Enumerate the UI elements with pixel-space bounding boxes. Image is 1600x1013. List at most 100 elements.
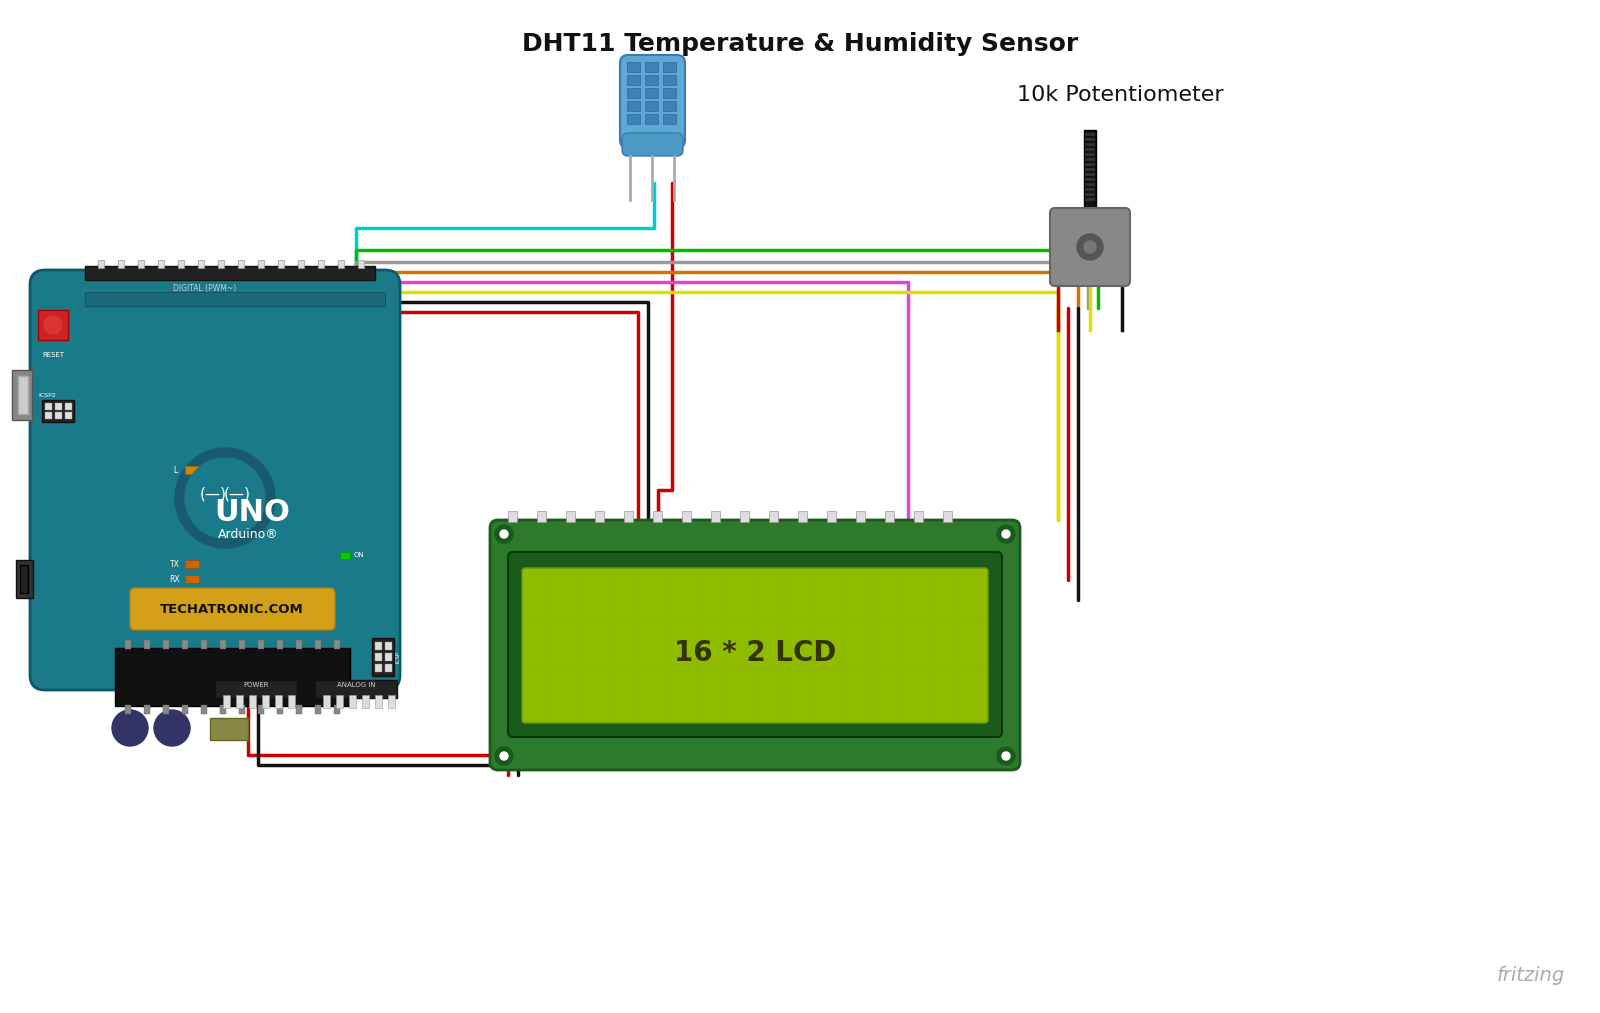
- FancyBboxPatch shape: [509, 552, 1002, 737]
- Bar: [222, 695, 230, 708]
- Bar: [1085, 138, 1094, 141]
- Bar: [387, 695, 395, 708]
- Text: DIGITAL (PWM~): DIGITAL (PWM~): [173, 284, 237, 293]
- Bar: [645, 101, 658, 111]
- Text: TECHATRONIC.COM: TECHATRONIC.COM: [160, 603, 304, 616]
- Bar: [627, 88, 640, 98]
- Bar: [210, 718, 248, 741]
- Bar: [627, 101, 640, 111]
- Bar: [1085, 148, 1094, 151]
- Bar: [739, 511, 749, 522]
- Bar: [238, 260, 243, 268]
- Bar: [158, 260, 165, 268]
- Bar: [682, 511, 691, 522]
- FancyBboxPatch shape: [1050, 208, 1130, 286]
- Bar: [645, 75, 658, 85]
- Bar: [118, 260, 125, 268]
- Bar: [338, 260, 344, 268]
- Bar: [1085, 173, 1094, 176]
- Bar: [386, 653, 392, 661]
- Bar: [178, 260, 184, 268]
- Bar: [221, 640, 226, 649]
- FancyBboxPatch shape: [622, 133, 683, 156]
- Bar: [856, 511, 866, 522]
- Circle shape: [1085, 241, 1096, 253]
- Text: RESET: RESET: [42, 352, 64, 358]
- Bar: [362, 695, 370, 708]
- Bar: [334, 705, 339, 714]
- Bar: [186, 575, 198, 583]
- Bar: [1085, 153, 1094, 156]
- Bar: [144, 640, 150, 649]
- Bar: [1085, 193, 1094, 196]
- Bar: [19, 565, 29, 593]
- Circle shape: [1002, 530, 1010, 538]
- Bar: [358, 260, 365, 268]
- Bar: [595, 511, 605, 522]
- FancyBboxPatch shape: [522, 568, 989, 723]
- Bar: [798, 511, 806, 522]
- FancyBboxPatch shape: [130, 588, 334, 630]
- Text: DHT11 Temperature & Humidity Sensor: DHT11 Temperature & Humidity Sensor: [522, 32, 1078, 56]
- Bar: [374, 664, 382, 672]
- Bar: [115, 648, 350, 706]
- Text: POWER: POWER: [243, 682, 269, 688]
- Bar: [278, 260, 285, 268]
- Circle shape: [1077, 234, 1102, 260]
- Bar: [1085, 158, 1094, 161]
- Bar: [296, 705, 302, 714]
- Bar: [827, 511, 835, 522]
- Bar: [1085, 133, 1094, 136]
- Text: (—): (—): [224, 486, 251, 501]
- Circle shape: [112, 710, 147, 746]
- Bar: [662, 101, 675, 111]
- Bar: [98, 260, 104, 268]
- Bar: [298, 260, 304, 268]
- Bar: [662, 62, 675, 72]
- Bar: [318, 260, 323, 268]
- Bar: [1085, 178, 1094, 181]
- Bar: [288, 695, 294, 708]
- Bar: [258, 640, 264, 649]
- Bar: [315, 705, 322, 714]
- Bar: [202, 640, 206, 649]
- Bar: [1085, 198, 1094, 201]
- Bar: [163, 640, 170, 649]
- Text: 10k Potentiometer: 10k Potentiometer: [1016, 85, 1224, 105]
- Text: UNO: UNO: [214, 497, 290, 527]
- Bar: [770, 511, 778, 522]
- Bar: [942, 511, 952, 522]
- Bar: [1085, 130, 1096, 212]
- Bar: [54, 412, 62, 419]
- Bar: [66, 403, 72, 410]
- Bar: [221, 705, 226, 714]
- Circle shape: [45, 316, 62, 334]
- Bar: [374, 695, 382, 708]
- Bar: [1085, 168, 1094, 171]
- Bar: [182, 640, 189, 649]
- Text: ANALOG IN: ANALOG IN: [336, 682, 376, 688]
- FancyBboxPatch shape: [490, 520, 1021, 770]
- Bar: [323, 695, 330, 708]
- Bar: [296, 640, 302, 649]
- Bar: [13, 370, 32, 420]
- Text: Arduino®: Arduino®: [218, 528, 278, 541]
- Bar: [85, 266, 374, 280]
- Bar: [238, 640, 245, 649]
- Bar: [1085, 188, 1094, 191]
- Bar: [374, 653, 382, 661]
- Bar: [66, 412, 72, 419]
- Bar: [144, 705, 150, 714]
- Bar: [258, 705, 264, 714]
- Circle shape: [1002, 752, 1010, 760]
- Bar: [258, 260, 264, 268]
- Bar: [125, 705, 131, 714]
- Circle shape: [499, 752, 509, 760]
- Bar: [334, 640, 339, 649]
- Bar: [18, 376, 29, 414]
- Circle shape: [499, 530, 509, 538]
- Text: 16 * 2 LCD: 16 * 2 LCD: [674, 639, 837, 667]
- Bar: [1085, 143, 1094, 146]
- Bar: [624, 511, 634, 522]
- Bar: [371, 638, 394, 676]
